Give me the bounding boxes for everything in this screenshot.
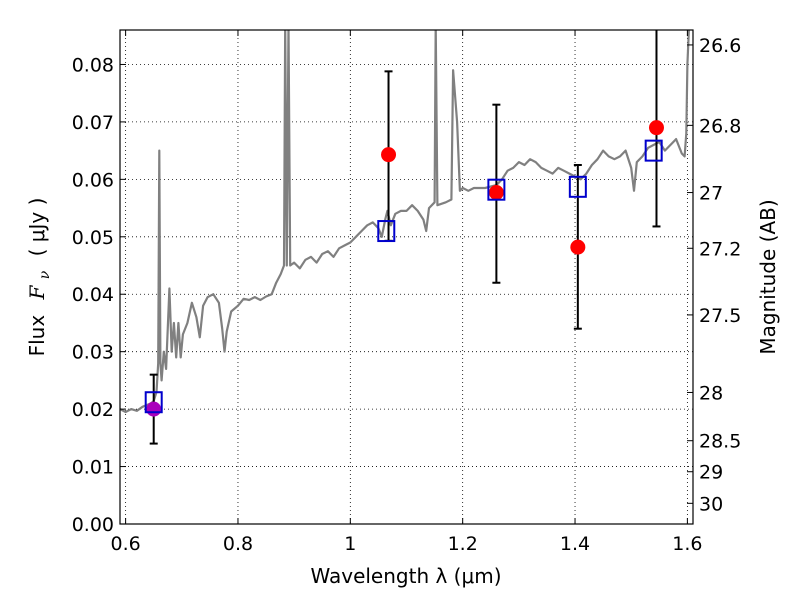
x-tick-label: 1 xyxy=(344,533,356,555)
plot-frame xyxy=(119,29,694,525)
plot-content xyxy=(120,30,690,445)
y-tick-label: 0.08 xyxy=(72,54,114,76)
y2-tick-label: 29 xyxy=(699,462,723,484)
y-axis-label: Flux F ν ( μJy ) xyxy=(25,198,54,357)
x-tick-label: 0.6 xyxy=(111,533,141,555)
y-tick-label: 0.01 xyxy=(72,457,114,479)
y2-tick-label: 27 xyxy=(699,183,723,205)
y-axis-label-symbol: F xyxy=(25,284,49,300)
y2-tick-label: 30 xyxy=(699,493,723,515)
observed-point xyxy=(488,185,504,201)
observed-point xyxy=(648,120,664,136)
y2-tick-label: 27.5 xyxy=(699,305,741,327)
y-axis-label-prefix: Flux xyxy=(25,315,49,357)
ticks: 0.6 0.8 1 1.2 1.4 1.6 0.00 0.01 0.02 0.03 0.04 0.05… xyxy=(72,30,741,555)
model-point xyxy=(644,139,663,162)
y-tick-label: 0.06 xyxy=(72,169,114,191)
y2-tick-label: 27.2 xyxy=(699,238,741,260)
y-axis-label-unit: ( μJy ) xyxy=(25,198,49,257)
observed-point xyxy=(381,147,397,163)
model-point xyxy=(377,220,396,243)
model-point xyxy=(568,175,587,198)
y2-tick-label: 28.5 xyxy=(699,431,741,453)
x-tick-label: 1.2 xyxy=(448,533,478,555)
x-axis-label: Wavelength λ (μm) xyxy=(310,564,501,588)
y2-tick-label: 26.8 xyxy=(699,115,741,137)
y2-tick-label: 26.6 xyxy=(699,35,741,57)
x-tick-label: 0.8 xyxy=(223,533,253,555)
y-axis-label-subscript: ν xyxy=(37,270,53,279)
x-tick-label: 1.6 xyxy=(672,533,702,555)
x-tick-label: 1.4 xyxy=(560,533,590,555)
y-tick-label: 0.07 xyxy=(72,112,114,134)
y-tick-label: 0.03 xyxy=(72,342,114,364)
plot-area xyxy=(120,30,693,524)
model-point xyxy=(487,178,506,201)
y-tick-label: 0.05 xyxy=(72,227,114,249)
model-point xyxy=(144,391,163,414)
y-tick-label: 0.02 xyxy=(72,399,114,421)
observed-point xyxy=(146,401,162,417)
y-tick-label: 0.00 xyxy=(72,514,114,536)
y2-tick-label: 28 xyxy=(699,382,723,404)
observed-point xyxy=(570,239,586,255)
y2-axis-label: Magnitude (AB) xyxy=(756,199,780,354)
y-tick-label: 0.04 xyxy=(72,284,114,306)
